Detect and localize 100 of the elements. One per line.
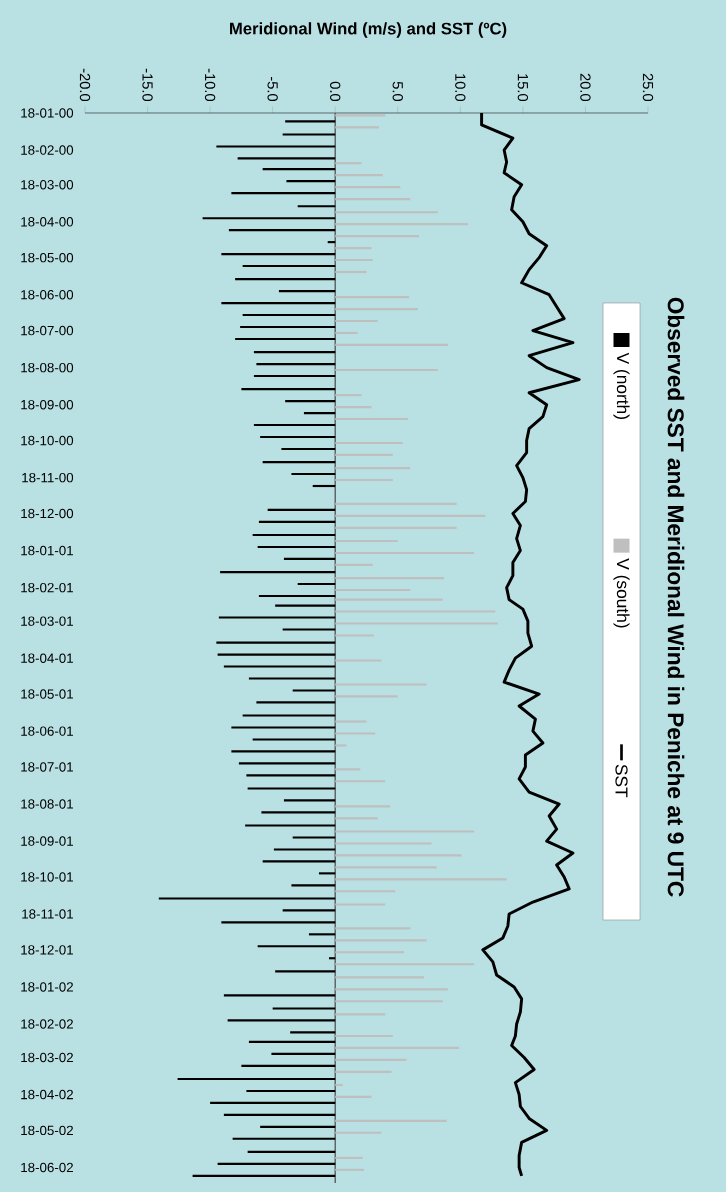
bar xyxy=(271,1052,336,1055)
y-tick-label: 18-05-02 xyxy=(21,1125,73,1136)
bar xyxy=(335,1058,407,1061)
x-tick-label: 15.0 xyxy=(517,74,529,102)
bar xyxy=(246,1089,336,1093)
bar xyxy=(335,1156,363,1159)
bar xyxy=(335,866,437,869)
bar xyxy=(227,1019,336,1022)
bar xyxy=(335,514,486,517)
bar xyxy=(258,520,336,523)
y-tick-label: 18-01-00 xyxy=(21,108,74,118)
y-tick-label: 18-04-02 xyxy=(21,1089,73,1100)
bar xyxy=(252,533,336,537)
bar xyxy=(278,290,336,293)
bar xyxy=(223,665,336,668)
bar xyxy=(177,1077,336,1081)
x-tick-label: 25.0 xyxy=(642,73,654,102)
x-tick-label: 5.0 xyxy=(392,81,403,102)
bar xyxy=(335,744,347,747)
bar xyxy=(258,594,336,598)
bar xyxy=(247,1150,336,1153)
legend-label: V (north) xyxy=(613,352,630,419)
bar xyxy=(247,787,336,790)
bar xyxy=(238,762,336,765)
bar xyxy=(282,628,336,631)
bar xyxy=(218,616,336,619)
bar xyxy=(283,557,336,560)
bar xyxy=(335,695,398,698)
x-tick-label: 0.0 xyxy=(330,81,341,102)
x-tick-label: -20.0 xyxy=(79,68,91,102)
bar xyxy=(297,205,336,208)
bar xyxy=(335,817,378,820)
bar xyxy=(335,211,438,214)
y-tick-label: 18-03-01 xyxy=(21,616,73,626)
bar xyxy=(335,467,411,470)
bar xyxy=(335,1013,386,1016)
bar xyxy=(335,634,374,637)
bar xyxy=(335,598,443,601)
bar xyxy=(246,774,336,777)
bar xyxy=(292,689,336,692)
bar xyxy=(335,951,405,954)
bar xyxy=(231,192,336,195)
bar xyxy=(335,319,378,323)
bar xyxy=(335,502,457,506)
bar xyxy=(256,701,336,704)
y-tick-label: 18-06-01 xyxy=(21,726,73,736)
bar xyxy=(335,939,427,942)
bar xyxy=(335,890,396,893)
bar xyxy=(283,799,336,802)
bar xyxy=(335,114,386,117)
bar xyxy=(286,180,336,183)
bar xyxy=(335,247,372,250)
bar xyxy=(235,278,336,281)
y-tick-label: 18-06-00 xyxy=(21,290,74,300)
bar xyxy=(285,400,336,403)
bar xyxy=(245,824,336,827)
bar xyxy=(335,296,410,299)
bar xyxy=(285,120,336,123)
bar xyxy=(216,641,336,644)
bar xyxy=(335,235,420,238)
bar xyxy=(257,945,336,948)
y-tick-label: 18-02-02 xyxy=(21,1019,73,1029)
bar xyxy=(335,478,393,482)
bar xyxy=(335,270,367,274)
bar xyxy=(335,720,367,723)
bar xyxy=(335,780,386,783)
x-tick-label: -5.0 xyxy=(267,77,278,102)
bar xyxy=(335,1168,364,1171)
bar xyxy=(335,394,362,397)
bar xyxy=(335,1083,343,1087)
bar xyxy=(221,253,336,256)
bar xyxy=(272,1007,336,1010)
bar xyxy=(335,1070,392,1073)
y-tick-label: 18-11-01 xyxy=(22,909,73,919)
bar xyxy=(220,571,336,574)
bar xyxy=(223,1113,336,1116)
y-tick-label: 18-02-01 xyxy=(21,582,73,593)
y-tick-label: 18-03-00 xyxy=(21,180,74,190)
x-tick-label: 10.0 xyxy=(455,74,466,102)
bar xyxy=(335,331,358,335)
bar xyxy=(273,848,336,851)
bar xyxy=(335,258,373,262)
y-tick-label: 18-01-02 xyxy=(21,982,73,992)
bar xyxy=(335,539,398,543)
bar xyxy=(335,186,401,189)
bar xyxy=(221,302,336,305)
bar xyxy=(335,417,408,421)
y-tick-label: 18-01-01 xyxy=(21,545,73,556)
bar xyxy=(335,1119,447,1122)
bar xyxy=(335,927,411,930)
bar xyxy=(335,683,427,686)
bar xyxy=(335,174,383,177)
bar xyxy=(223,994,336,997)
bar xyxy=(228,229,336,232)
bar xyxy=(335,830,475,833)
bar xyxy=(248,677,336,680)
bar xyxy=(335,343,448,346)
bar xyxy=(335,526,457,529)
bar xyxy=(335,577,445,580)
y-tick-label: 18-03-02 xyxy=(21,1052,73,1063)
